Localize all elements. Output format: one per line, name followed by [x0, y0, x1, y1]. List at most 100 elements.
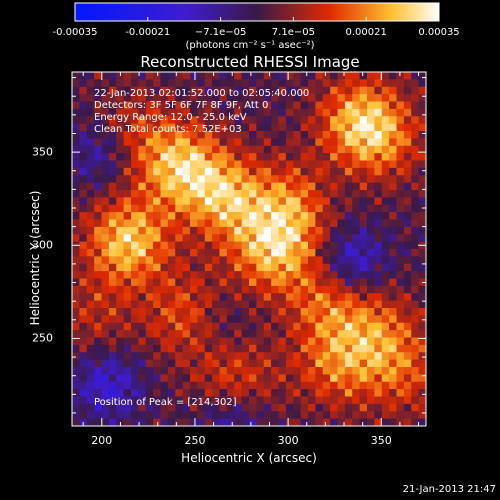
heatmap-cell	[300, 153, 309, 161]
heatmap-cell	[315, 86, 324, 95]
heatmap-cell	[241, 182, 250, 191]
heatmap-cell	[108, 285, 117, 294]
heatmap-cell	[212, 175, 220, 183]
heatmap-cell	[256, 352, 265, 360]
heatmap-cell	[219, 278, 228, 287]
heatmap-cell	[396, 344, 405, 353]
heatmap-cell	[359, 219, 368, 228]
heatmap-cell	[308, 418, 316, 427]
heatmap-cell	[359, 204, 368, 213]
heatmap-cell	[197, 249, 206, 257]
heatmap-cell	[271, 359, 279, 368]
heatmap-cell	[182, 308, 191, 316]
heatmap-cell	[278, 175, 287, 183]
heatmap-cell	[411, 337, 419, 346]
heatmap-cell	[418, 138, 427, 147]
heatmap-cell	[322, 234, 331, 242]
heatmap-cell	[322, 101, 331, 110]
heatmap-cell	[138, 249, 147, 257]
heatmap-cell	[367, 167, 375, 176]
heatmap-cell	[352, 72, 360, 80]
heatmap-cell	[411, 411, 419, 419]
heatmap-cell	[315, 271, 324, 279]
heatmap-cell	[367, 241, 375, 250]
heatmap-cell	[352, 256, 360, 265]
heatmap-cell	[418, 367, 427, 375]
heatmap-cell	[278, 389, 287, 397]
heatmap-cell	[322, 131, 331, 139]
y-axis-label: Heliocentric Y (arcsec)	[28, 190, 42, 326]
heatmap-cell	[108, 344, 117, 353]
heatmap-cell	[293, 411, 301, 419]
heatmap-cell	[204, 86, 213, 95]
heatmap-cell	[123, 175, 132, 183]
heatmap-cell	[256, 263, 265, 272]
heatmap-cell	[263, 389, 272, 397]
heatmap-cell	[234, 411, 242, 419]
heatmap-cell	[108, 396, 117, 405]
heatmap-cell	[204, 190, 213, 198]
heatmap-cell	[234, 381, 242, 390]
heatmap-cell	[160, 263, 169, 272]
heatmap-cell	[131, 167, 139, 176]
heatmap-cell	[389, 234, 397, 242]
heatmap-cell	[131, 160, 139, 169]
heatmap-cell	[263, 263, 272, 272]
heatmap-cell	[285, 381, 294, 390]
heatmap-cell	[293, 131, 301, 139]
heatmap-cell	[344, 308, 353, 316]
heatmap-cell	[256, 308, 265, 316]
heatmap-cell	[418, 123, 427, 132]
heatmap-cell	[337, 94, 346, 102]
heatmap-cell	[271, 315, 279, 324]
heatmap-cell	[190, 116, 198, 124]
heatmap-cell	[79, 293, 88, 301]
heatmap-cell	[94, 241, 102, 250]
heatmap-cell	[108, 293, 117, 301]
heatmap-cell	[278, 293, 287, 301]
heatmap-cell	[396, 315, 405, 324]
heatmap-cell	[249, 337, 257, 346]
heatmap-cell	[167, 337, 176, 346]
heatmap-cell	[389, 94, 397, 102]
heatmap-cell	[308, 123, 316, 132]
heatmap-cell	[79, 411, 88, 419]
heatmap-cell	[337, 175, 346, 183]
heatmap-cell	[285, 263, 294, 272]
heatmap-cell	[396, 108, 405, 117]
heatmap-cell	[330, 263, 338, 272]
heatmap-cell	[389, 160, 397, 169]
heatmap-cell	[271, 300, 279, 309]
heatmap-cell	[175, 249, 183, 257]
heatmap-cell	[411, 160, 419, 169]
heatmap-cell	[344, 263, 353, 272]
heatmap-cell	[234, 116, 242, 124]
heatmap-cell	[190, 374, 198, 383]
heatmap-cell	[330, 403, 338, 412]
heatmap-cell	[418, 308, 427, 316]
heatmap-cell	[153, 278, 161, 287]
heatmap-cell	[175, 285, 183, 294]
heatmap-cell	[167, 167, 176, 176]
heatmap-cell	[330, 241, 338, 250]
heatmap-cell	[300, 145, 309, 154]
heatmap-cell	[131, 330, 139, 338]
heatmap-cell	[418, 160, 427, 169]
heatmap-cell	[219, 249, 228, 257]
heatmap-cell	[167, 182, 176, 191]
heatmap-cell	[190, 123, 198, 132]
heatmap-cell	[190, 145, 198, 154]
heatmap-cell	[389, 197, 397, 206]
heatmap-cell	[256, 285, 265, 294]
heatmap-cell	[167, 344, 176, 353]
heatmap-cell	[337, 359, 346, 368]
heatmap-cell	[145, 94, 154, 102]
heatmap-cell	[138, 293, 147, 301]
heatmap-cell	[131, 131, 139, 139]
heatmap-cell	[389, 403, 397, 412]
heatmap-cell	[381, 381, 390, 390]
heatmap-cell	[138, 219, 147, 228]
heatmap-cell	[308, 315, 316, 324]
heatmap-cell	[352, 145, 360, 154]
heatmap-cell	[315, 219, 324, 228]
